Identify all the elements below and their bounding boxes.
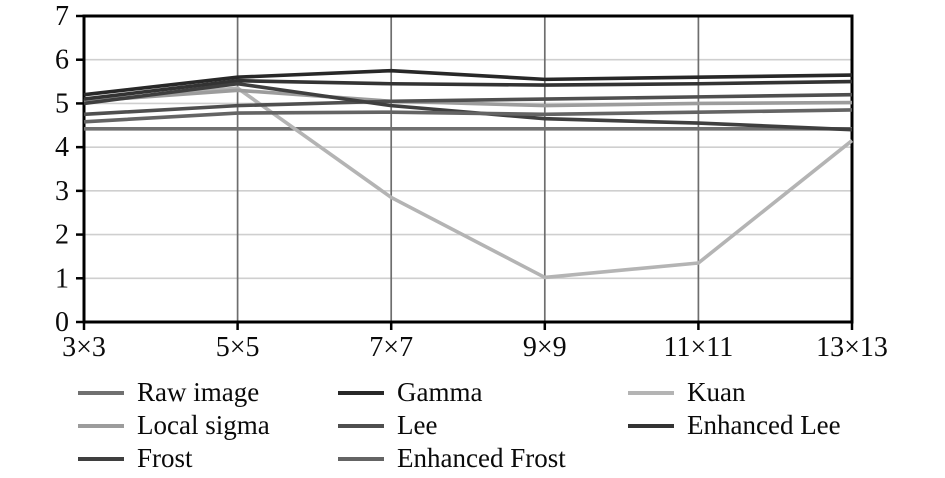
legend-swatch-raw-image bbox=[78, 390, 124, 395]
legend-label-enhanced-frost: Enhanced Frost bbox=[397, 443, 566, 473]
legend-item-enhanced-frost: Enhanced Frost bbox=[338, 445, 628, 472]
legend-swatch-local-sigma bbox=[78, 423, 124, 428]
y-axis-tick-label: 2 bbox=[55, 220, 69, 251]
legend-swatch-kuan bbox=[628, 390, 674, 395]
chart-legend: Raw image Gamma Kuan Local sigma Lee Enh… bbox=[78, 376, 928, 475]
legend-label-frost: Frost bbox=[137, 443, 193, 473]
x-axis-tick-label: 9×9 bbox=[523, 332, 567, 363]
y-axis-tick-label: 7 bbox=[55, 1, 69, 32]
y-axis-tick-label: 6 bbox=[55, 45, 69, 76]
legend-label-raw-image: Raw image bbox=[137, 377, 260, 407]
y-axis-tick-label: 0 bbox=[55, 307, 69, 338]
y-axis-tick-label: 3 bbox=[55, 176, 69, 207]
y-axis-tick-label: 5 bbox=[55, 88, 69, 119]
x-axis-tick-label: 5×5 bbox=[216, 332, 260, 363]
legend-swatch-enhanced-frost bbox=[338, 456, 384, 461]
x-axis-tick-label: 3×3 bbox=[62, 332, 106, 363]
legend-item-raw-image: Raw image bbox=[78, 379, 338, 406]
series-line-enhanced-lee bbox=[83, 78, 853, 101]
plot-border bbox=[82, 14, 854, 324]
series-line-kuan bbox=[83, 86, 854, 280]
legend-swatch-gamma bbox=[338, 390, 384, 395]
series-line-enhanced-frost bbox=[83, 108, 853, 124]
legend-item-kuan: Kuan bbox=[628, 379, 928, 406]
line-chart: 0 1 2 3 4 5 6 7 3×3 5×5 7×7 9×9 11×11 13×13 bbox=[55, 1, 888, 363]
y-axis-tick-label: 4 bbox=[55, 132, 69, 163]
legend-label-kuan: Kuan bbox=[687, 377, 746, 407]
series-line-lee bbox=[83, 92, 853, 117]
legend-item-frost: Frost bbox=[78, 445, 338, 472]
x-axis-tick-label: 13×13 bbox=[816, 332, 888, 363]
legend-label-local-sigma: Local sigma bbox=[137, 410, 270, 440]
legend-swatch-enhanced-lee bbox=[628, 423, 674, 428]
legend-item-enhanced-lee: Enhanced Lee bbox=[628, 412, 928, 439]
legend-swatch-frost bbox=[78, 456, 124, 461]
x-axis-tick-label: 7×7 bbox=[369, 332, 413, 363]
x-axis-tick-label: 11×11 bbox=[664, 332, 734, 363]
legend-item-local-sigma: Local sigma bbox=[78, 412, 338, 439]
legend-swatch-lee bbox=[338, 423, 384, 428]
legend-label-gamma: Gamma bbox=[397, 377, 483, 407]
series-line-gamma bbox=[83, 68, 853, 97]
series-line-local-sigma bbox=[83, 88, 853, 108]
legend-label-enhanced-lee: Enhanced Lee bbox=[687, 410, 841, 440]
legend-label-lee: Lee bbox=[397, 410, 438, 440]
legend-item-gamma: Gamma bbox=[338, 379, 628, 406]
y-axis-tick-label: 1 bbox=[55, 263, 69, 294]
legend-item-lee: Lee bbox=[338, 412, 628, 439]
